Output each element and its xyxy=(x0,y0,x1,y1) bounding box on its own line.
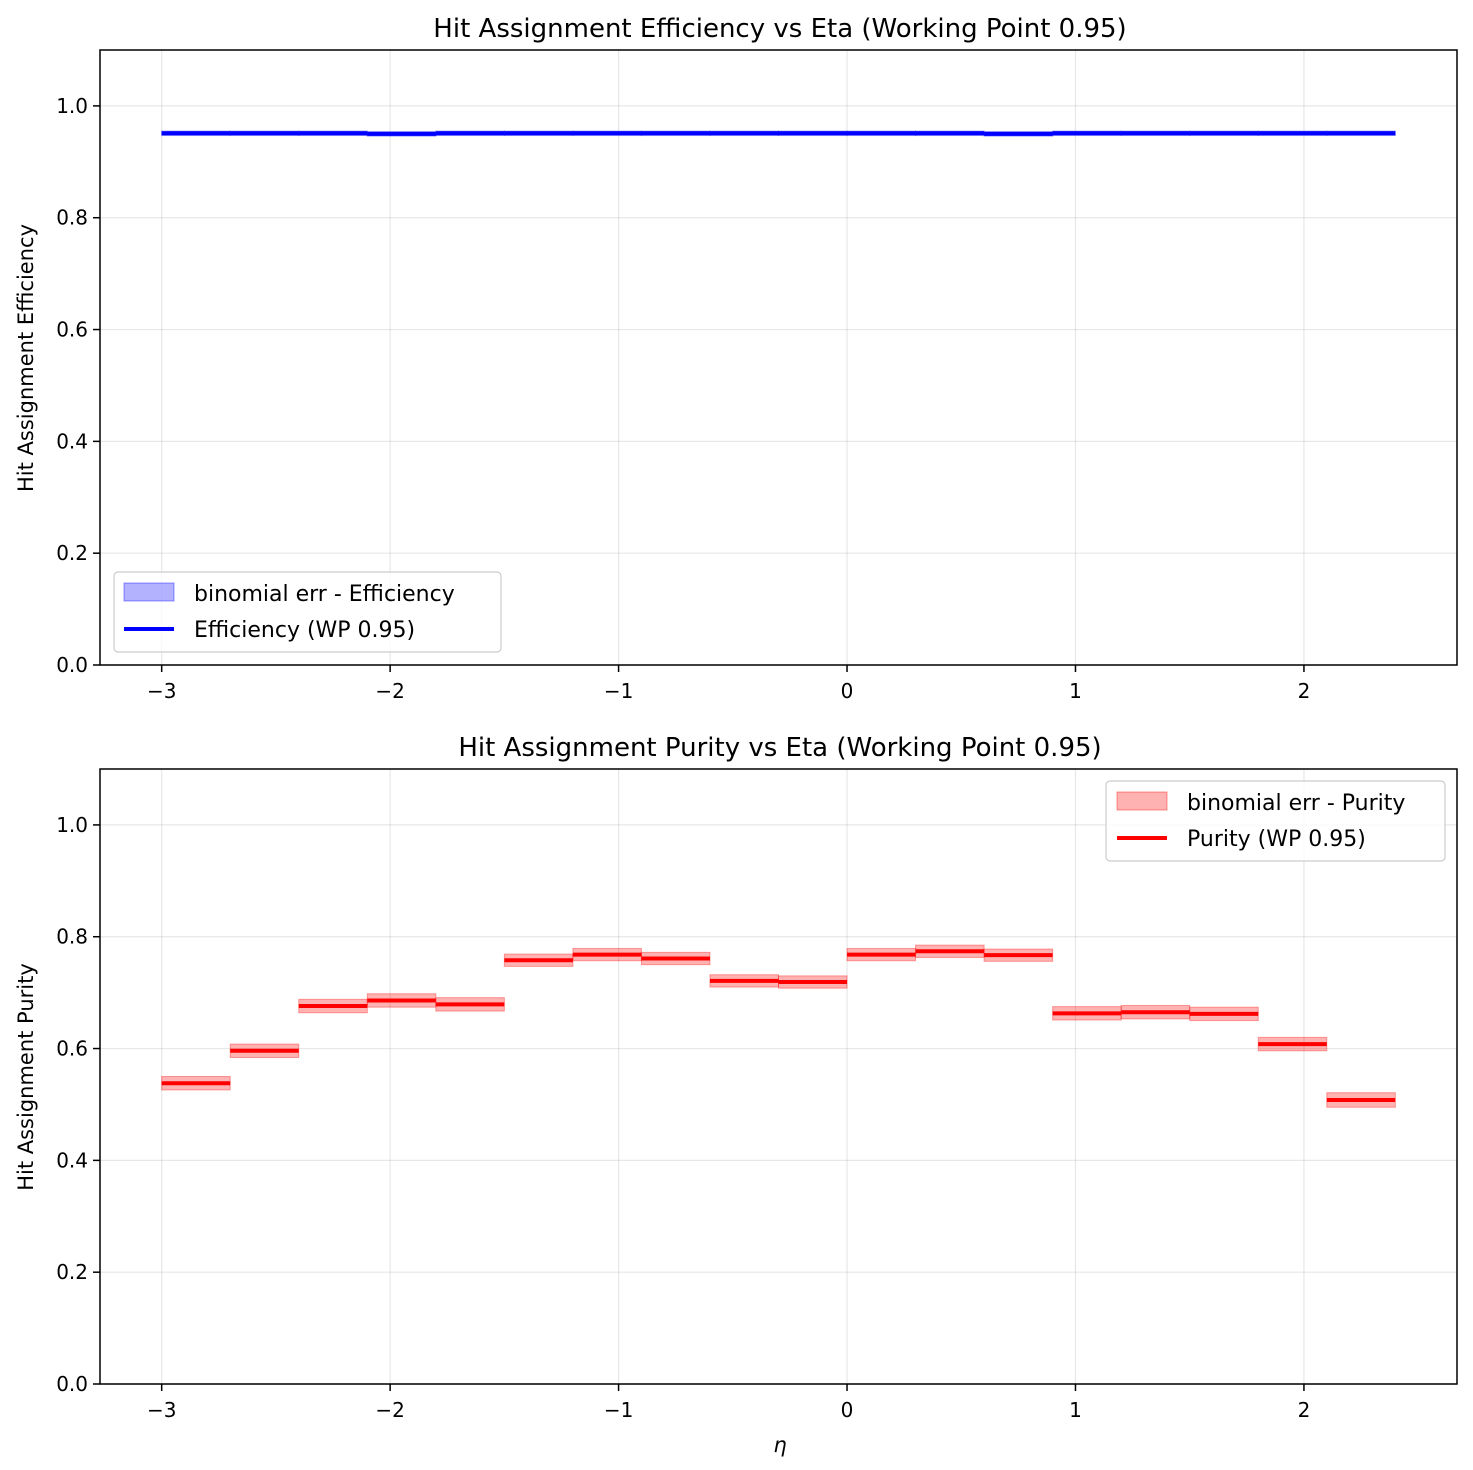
efficiency-y-ticks: 0.0 0.2 0.4 0.6 0.8 1.0 xyxy=(56,94,100,677)
purity-y-tick-label: 1.0 xyxy=(56,813,88,837)
purity-x-axis-label: η xyxy=(773,1433,786,1457)
purity-x-tick-label: 2 xyxy=(1298,1398,1311,1422)
purity-x-tick-label: −3 xyxy=(147,1398,176,1422)
efficiency-y-tick-label: 0.2 xyxy=(56,541,88,565)
purity-axes-frame xyxy=(99,768,1458,1385)
efficiency-y-tick-label: 0.8 xyxy=(56,206,88,230)
efficiency-lines xyxy=(161,131,1396,136)
efficiency-panel: Hit Assignment Efficiency vs Eta (Workin… xyxy=(14,14,1458,703)
purity-chart-title: Hit Assignment Purity vs Eta (Working Po… xyxy=(458,733,1101,763)
efficiency-axes-frame xyxy=(99,49,1458,666)
purity-legend-line-label: Purity (WP 0.95) xyxy=(1187,827,1366,852)
purity-y-axis-label: Hit Assignment Purity xyxy=(14,963,38,1191)
purity-y-ticks: 0.0 0.2 0.4 0.6 0.8 1.0 xyxy=(56,813,100,1396)
efficiency-x-tick-label: −2 xyxy=(375,679,404,703)
efficiency-legend-line-label: Efficiency (WP 0.95) xyxy=(194,618,415,643)
efficiency-y-tick-label: 0.6 xyxy=(56,318,88,342)
efficiency-legend-band-label: binomial err - Efficiency xyxy=(194,582,455,607)
purity-legend: binomial err - Purity Purity (WP 0.95) xyxy=(1105,780,1446,862)
efficiency-x-tick-label: 2 xyxy=(1298,679,1311,703)
purity-x-tick-label: −2 xyxy=(375,1398,404,1422)
purity-y-tick-label: 0.0 xyxy=(56,1372,88,1396)
purity-panel: Hit Assignment Purity vs Eta (Working Po… xyxy=(14,733,1458,1457)
efficiency-legend-band-swatch xyxy=(123,582,175,602)
purity-y-tick-label: 0.8 xyxy=(56,925,88,949)
efficiency-legend-box xyxy=(113,571,502,653)
efficiency-x-tick-label: −3 xyxy=(147,679,176,703)
purity-y-tick-label: 0.6 xyxy=(56,1037,88,1061)
efficiency-x-tick-label: −1 xyxy=(604,679,633,703)
efficiency-y-axis-label: Hit Assignment Efficiency xyxy=(14,224,38,492)
efficiency-y-tick-label: 0.4 xyxy=(56,429,88,453)
efficiency-x-tick-label: 0 xyxy=(841,679,854,703)
purity-lines xyxy=(161,949,1396,1102)
purity-y-tick-label: 0.2 xyxy=(56,1260,88,1284)
purity-x-tick-label: −1 xyxy=(604,1398,633,1422)
purity-legend-band-label: binomial err - Purity xyxy=(1187,791,1405,816)
purity-error-bands xyxy=(161,944,1396,1108)
efficiency-legend: binomial err - Efficiency Efficiency (WP… xyxy=(113,571,502,653)
efficiency-chart-title: Hit Assignment Efficiency vs Eta (Workin… xyxy=(433,14,1126,44)
efficiency-x-tick-label: 1 xyxy=(1069,679,1082,703)
purity-legend-box xyxy=(1105,780,1446,862)
purity-legend-band-swatch xyxy=(1116,791,1168,811)
efficiency-y-tick-label: 1.0 xyxy=(56,94,88,118)
purity-x-tick-label: 0 xyxy=(841,1398,854,1422)
purity-x-ticks: −3 −2 −1 0 1 2 xyxy=(147,1384,1310,1422)
purity-x-tick-label: 1 xyxy=(1069,1398,1082,1422)
efficiency-x-ticks: −3 −2 −1 0 1 2 xyxy=(147,665,1310,703)
purity-y-tick-label: 0.4 xyxy=(56,1148,88,1172)
efficiency-y-tick-label: 0.0 xyxy=(56,653,88,677)
